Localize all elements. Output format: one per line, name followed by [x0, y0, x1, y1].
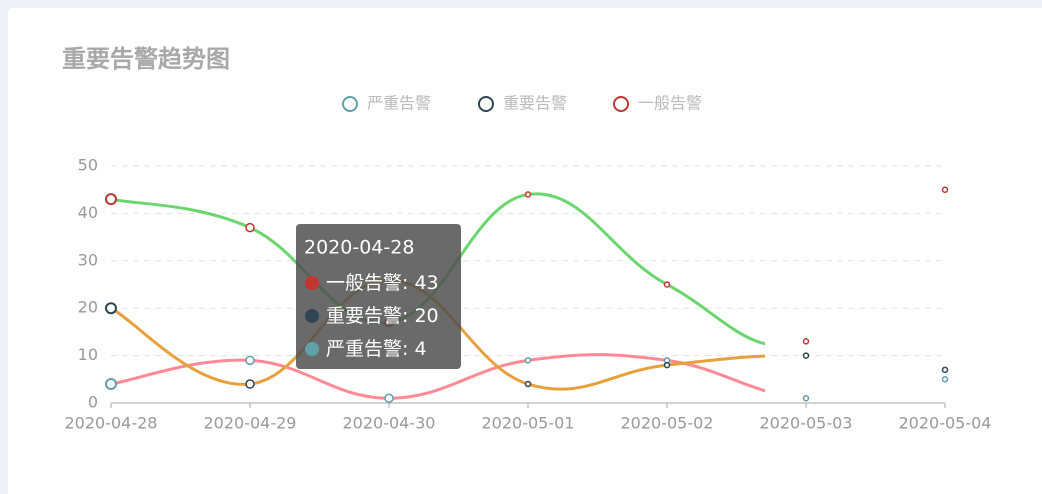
- data-point: [105, 193, 117, 206]
- tooltip-dot: [305, 342, 319, 356]
- x-tick-label: 2020-04-29: [204, 414, 297, 433]
- tooltip-entry: 严重告警: 4: [326, 338, 427, 360]
- series-line: [110, 278, 765, 391]
- x-tick-label: 2020-05-02: [621, 414, 714, 433]
- data-point: [245, 379, 255, 389]
- data-point: [802, 395, 810, 402]
- tooltip-value: 43: [414, 272, 438, 294]
- card: [8, 8, 1042, 494]
- y-tick-label: 30: [78, 250, 98, 269]
- tooltip-entry: 一般告警: 43: [326, 272, 439, 294]
- data-point: [384, 393, 394, 404]
- x-tick-label: 2020-05-03: [760, 414, 853, 433]
- data-point: [802, 352, 810, 359]
- data-point: [941, 376, 949, 383]
- x-tick-label: 2020-04-28: [65, 414, 158, 433]
- tooltip: 2020-04-28 一般告警: 43 重要告警: 20 严重告警: 4: [296, 224, 461, 369]
- tooltip-separator: :: [402, 305, 414, 327]
- data-point: [245, 355, 255, 366]
- tooltip-box: [296, 224, 461, 369]
- legend-label: 严重告警: [367, 94, 431, 113]
- legend-label: 一般告警: [638, 94, 702, 113]
- data-point: [663, 281, 671, 288]
- tooltip-separator: :: [402, 272, 414, 294]
- data-point: [524, 191, 532, 198]
- y-tick-label: 10: [78, 345, 98, 364]
- tooltip-separator: :: [402, 338, 414, 360]
- data-point: [524, 357, 532, 364]
- data-point: [524, 380, 532, 388]
- tooltip-name: 严重告警: [326, 338, 402, 360]
- y-tick-label: 20: [78, 298, 98, 317]
- tooltip-title: 2020-04-28: [304, 237, 414, 259]
- tooltip-dot: [305, 276, 319, 290]
- x-tick-label: 2020-05-01: [482, 414, 575, 433]
- x-tick-label: 2020-05-04: [899, 414, 992, 433]
- legend-icon: [478, 96, 494, 112]
- data-point: [105, 378, 117, 391]
- tooltip-dot: [305, 309, 319, 323]
- tooltip-value: 4: [414, 338, 426, 360]
- tooltip-entry: 重要告警: 20: [326, 305, 439, 327]
- data-point: [941, 186, 949, 193]
- data-point: [941, 366, 949, 374]
- y-tick-label: 40: [78, 203, 98, 222]
- data-point: [245, 222, 255, 233]
- x-tick-label: 2020-04-30: [343, 414, 436, 433]
- legend-icon: [613, 96, 629, 112]
- chart-title: 重要告警趋势图: [62, 45, 230, 73]
- tooltip-value: 20: [414, 305, 438, 327]
- y-tick-label: 50: [78, 156, 98, 175]
- data-point: [663, 361, 671, 369]
- legend-label: 重要告警: [503, 94, 567, 113]
- tooltip-name: 重要告警: [326, 305, 402, 327]
- tooltip-name: 一般告警: [326, 272, 402, 294]
- y-tick-label: 0: [88, 393, 98, 412]
- data-point: [105, 302, 117, 315]
- data-point: [802, 338, 810, 345]
- legend-icon: [342, 96, 358, 112]
